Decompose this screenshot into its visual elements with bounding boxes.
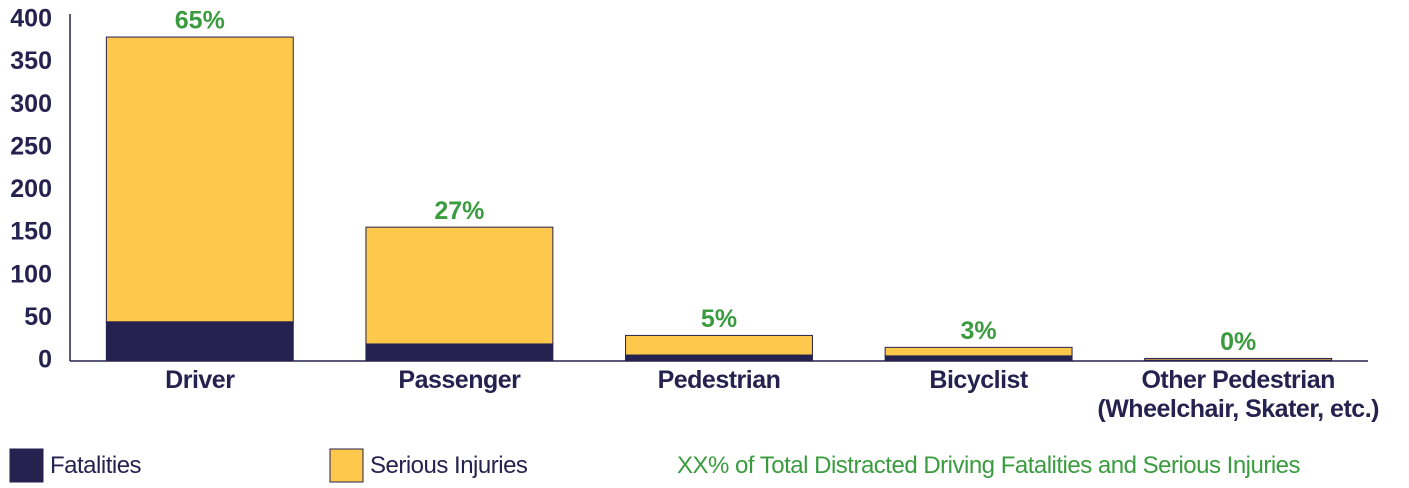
x-tick-label: Passenger xyxy=(398,366,521,394)
x-tick-label: Other Pedestrian (Wheelchair, Skater, et… xyxy=(1097,366,1379,423)
share-label: 65% xyxy=(175,7,225,35)
y-tick-label: 50 xyxy=(24,303,52,331)
x-tick-label: Pedestrian xyxy=(657,366,781,394)
bar-segment xyxy=(625,334,813,356)
share-label: 5% xyxy=(701,305,737,333)
bar-segment xyxy=(625,354,813,362)
legend-label: Fatalities xyxy=(50,452,142,479)
y-tick-label: 350 xyxy=(10,47,52,75)
y-tick-label: 150 xyxy=(10,218,52,246)
bar-segment xyxy=(884,346,1073,357)
legend-swatch xyxy=(329,448,364,483)
y-tick-label: 400 xyxy=(10,5,52,33)
x-tick-label: Bicyclist xyxy=(929,366,1028,394)
y-tick-label: 100 xyxy=(10,260,52,288)
share-label: 27% xyxy=(434,197,484,225)
y-tick-label: 300 xyxy=(10,90,52,118)
share-label: 0% xyxy=(1220,328,1256,356)
y-tick-label: 0 xyxy=(38,346,52,374)
y-tick-label: 200 xyxy=(10,175,52,203)
bar-segment xyxy=(105,321,294,362)
legend-label: Serious Injuries xyxy=(370,452,528,479)
x-tick-label: Driver xyxy=(165,366,235,394)
share-label: 3% xyxy=(961,317,997,345)
bar-segment xyxy=(105,36,294,323)
bar-segment xyxy=(1144,357,1333,361)
legend-label: XX% of Total Distracted Driving Fataliti… xyxy=(677,452,1301,479)
bar-segment xyxy=(365,226,554,345)
bar-segment xyxy=(884,355,1073,362)
legend-swatch xyxy=(9,448,44,483)
y-tick-label: 250 xyxy=(10,132,52,160)
bar-segment xyxy=(365,343,554,362)
